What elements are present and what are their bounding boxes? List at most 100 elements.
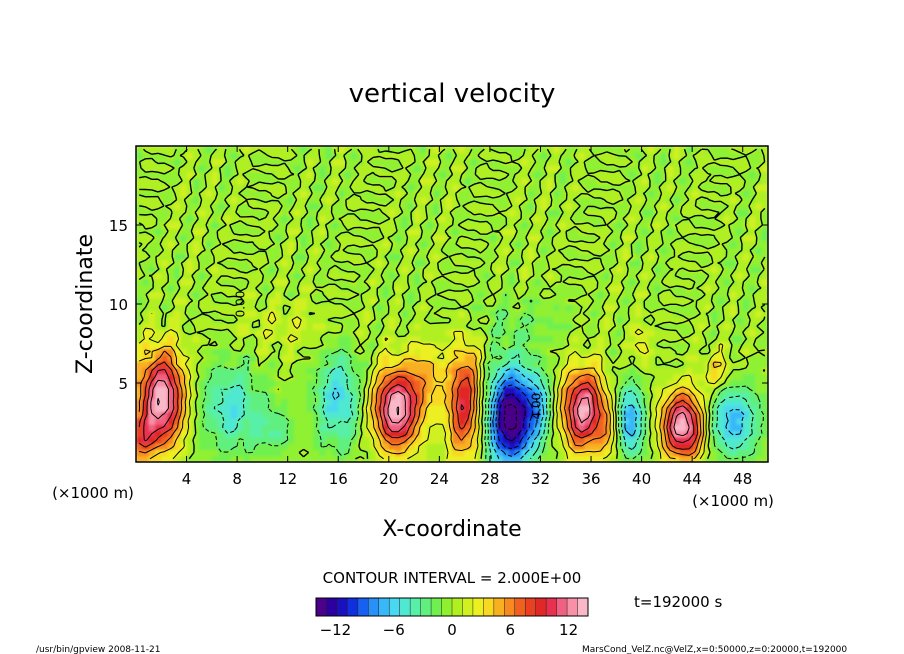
heatmap-cell [180,215,188,223]
heatmap-cell [647,247,655,255]
heatmap-cell [483,215,491,223]
heatmap-cell [376,266,384,273]
heatmap-cell [736,228,744,236]
heatmap-cell [458,354,466,362]
heatmap-cell [407,272,415,280]
heatmap-cell [376,183,384,191]
heatmap-cell [331,411,339,419]
heatmap-cell [338,367,346,375]
heatmap-cell [685,247,693,255]
heatmap-cell [711,449,719,457]
heatmap-cell [553,430,561,438]
heatmap-cell [761,455,768,462]
heatmap-cell [654,392,662,400]
heatmap-cell [136,190,143,198]
heatmap-cell [496,253,504,261]
heatmap-cell [338,202,346,210]
heatmap-cell [660,411,668,419]
heatmap-cell [565,259,573,267]
heatmap-cell [755,316,763,324]
heatmap-cell [237,455,245,462]
heatmap-cell [388,247,396,255]
heatmap-cell [559,221,567,229]
heatmap-cell [711,285,719,292]
heatmap-cell [502,322,510,330]
heatmap-cell [218,171,226,179]
heatmap-cell [546,455,554,462]
heatmap-cell [237,367,245,375]
heatmap-cell [294,164,301,172]
heatmap-cell [218,455,226,462]
heatmap-cell [388,221,396,229]
heatmap-cell [635,449,643,457]
heatmap-cell [344,234,352,242]
heatmap-cell [312,424,320,431]
heatmap-cell [395,417,403,425]
heatmap-cell [426,443,434,450]
heatmap-cell [730,411,737,419]
heatmap-cell [641,228,649,236]
heatmap-cell [730,240,737,248]
heatmap-cell [319,215,327,223]
heatmap-cell [148,398,156,406]
heatmap-cell [268,228,276,236]
heatmap-cell [477,297,485,305]
heatmap-cell [338,405,346,413]
heatmap-cell [534,386,542,394]
heatmap-cell [591,240,598,248]
heatmap-cell [243,266,251,273]
heatmap-cell [591,449,598,457]
heatmap-cell [262,190,270,198]
heatmap-cell [369,164,377,172]
heatmap-cell [230,316,238,324]
heatmap-cell [350,455,358,462]
heatmap-cell [452,228,459,236]
heatmap-cell [730,443,737,450]
heatmap-cell [559,297,567,305]
heatmap-cell [180,253,188,261]
heatmap-cell [565,209,573,217]
heatmap-cell [736,316,744,324]
heatmap-cell [736,196,744,204]
heatmap-cell [477,436,485,444]
heatmap-cell [641,398,649,406]
heatmap-cell [281,209,289,217]
heatmap-cell [136,430,143,438]
heatmap-cell [205,247,213,255]
heatmap-cell [294,177,301,185]
heatmap-cell [641,259,649,267]
heatmap-cell [173,190,181,198]
heatmap-cell [616,341,624,349]
heatmap-cell [553,183,561,191]
heatmap-cell [262,310,270,318]
heatmap-cell [635,146,643,153]
heatmap-cell [761,253,768,261]
heatmap-cell [698,386,706,394]
heatmap-cell [761,398,768,406]
heatmap-cell [363,240,371,248]
heatmap-cell [622,443,630,450]
heatmap-cell [192,335,200,343]
heatmap-cell [344,152,352,160]
heatmap-cell [654,266,662,273]
heatmap-cell [224,196,232,204]
heatmap-cell [407,259,415,267]
heatmap-cell [211,405,219,413]
heatmap-cell [262,259,270,267]
heatmap-cell [628,341,636,349]
heatmap-cell [338,373,346,381]
heatmap-cell [445,405,453,413]
heatmap-cell [300,354,308,362]
heatmap-cell [186,196,194,204]
heatmap-cell [199,297,207,305]
heatmap-cell [237,240,245,248]
heatmap-cell [281,164,289,172]
heatmap-cell [350,367,358,375]
heatmap-cell [142,455,150,462]
heatmap-cell [622,209,630,217]
heatmap-cell [363,322,371,330]
heatmap-cell [243,234,251,242]
heatmap-cell [136,411,143,419]
heatmap-cell [749,348,756,356]
heatmap-cell [186,322,194,330]
